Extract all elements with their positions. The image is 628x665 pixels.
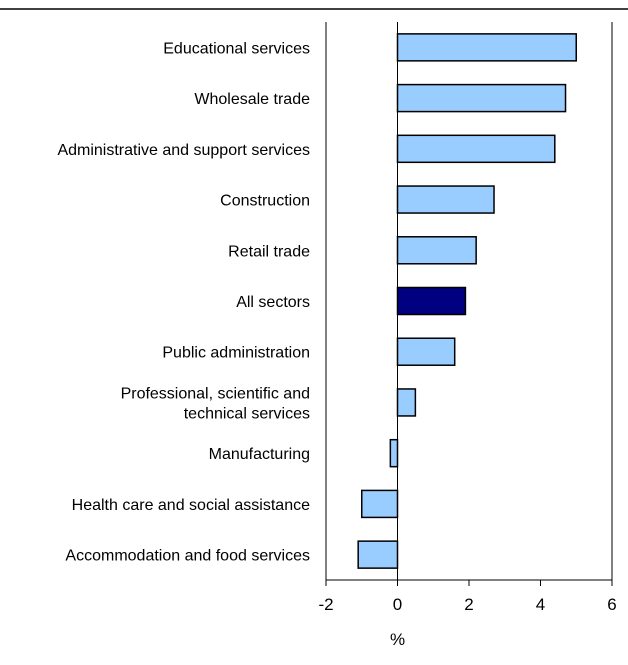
bar bbox=[396, 83, 567, 113]
bar bbox=[396, 337, 456, 366]
category-label: Manufacturing bbox=[209, 446, 310, 463]
category-label: Public administration bbox=[162, 345, 310, 362]
category-label-line: Accommodation and food services bbox=[65, 548, 310, 565]
category-label-line: Manufacturing bbox=[209, 446, 310, 463]
bar bbox=[357, 540, 399, 569]
category-label: Construction bbox=[220, 193, 310, 210]
category-label-line: technical services bbox=[184, 405, 310, 422]
category-label: Educational services bbox=[163, 40, 310, 57]
bar bbox=[396, 236, 477, 265]
category-label-line: Administrative and support services bbox=[57, 142, 310, 159]
category-label: All sectors bbox=[236, 294, 310, 311]
category-label-line: Professional, scientific and bbox=[121, 385, 310, 402]
x-tick-label: 0 bbox=[393, 595, 402, 614]
bar bbox=[396, 388, 417, 417]
x-tick-label: -2 bbox=[318, 595, 333, 614]
category-label-line: All sectors bbox=[236, 294, 310, 311]
category-label-line: Public administration bbox=[162, 345, 310, 362]
category-labels: Educational services Wholesale trade Admin… bbox=[57, 40, 310, 564]
x-tick-label: 6 bbox=[607, 595, 616, 614]
bar bbox=[396, 33, 577, 62]
category-label-line: Health care and social assistance bbox=[72, 497, 310, 514]
x-axis-title: % bbox=[390, 630, 405, 649]
x-tick-label: 4 bbox=[536, 595, 545, 614]
bar bbox=[396, 185, 495, 214]
bar bbox=[389, 438, 399, 468]
x-axis-ticks: -2 0 2 4 6 bbox=[318, 580, 617, 614]
category-label: Wholesale trade bbox=[194, 91, 310, 108]
category-label-line: Construction bbox=[220, 193, 310, 210]
bar bbox=[396, 134, 556, 164]
category-label: Accommodation and food services bbox=[65, 548, 310, 565]
category-label: Health care and social assistance bbox=[72, 497, 310, 514]
bar bbox=[361, 489, 399, 519]
bar bbox=[396, 286, 467, 316]
bars-group bbox=[357, 33, 577, 569]
category-label-line: Retail trade bbox=[228, 243, 310, 260]
category-label-line: Wholesale trade bbox=[194, 91, 310, 108]
category-label-line: Educational services bbox=[163, 40, 310, 57]
category-label: Professional, scientific and technical se… bbox=[121, 385, 310, 422]
category-label: Retail trade bbox=[228, 243, 310, 260]
category-label: Administrative and support services bbox=[57, 142, 310, 159]
x-tick-label: 2 bbox=[464, 595, 473, 614]
